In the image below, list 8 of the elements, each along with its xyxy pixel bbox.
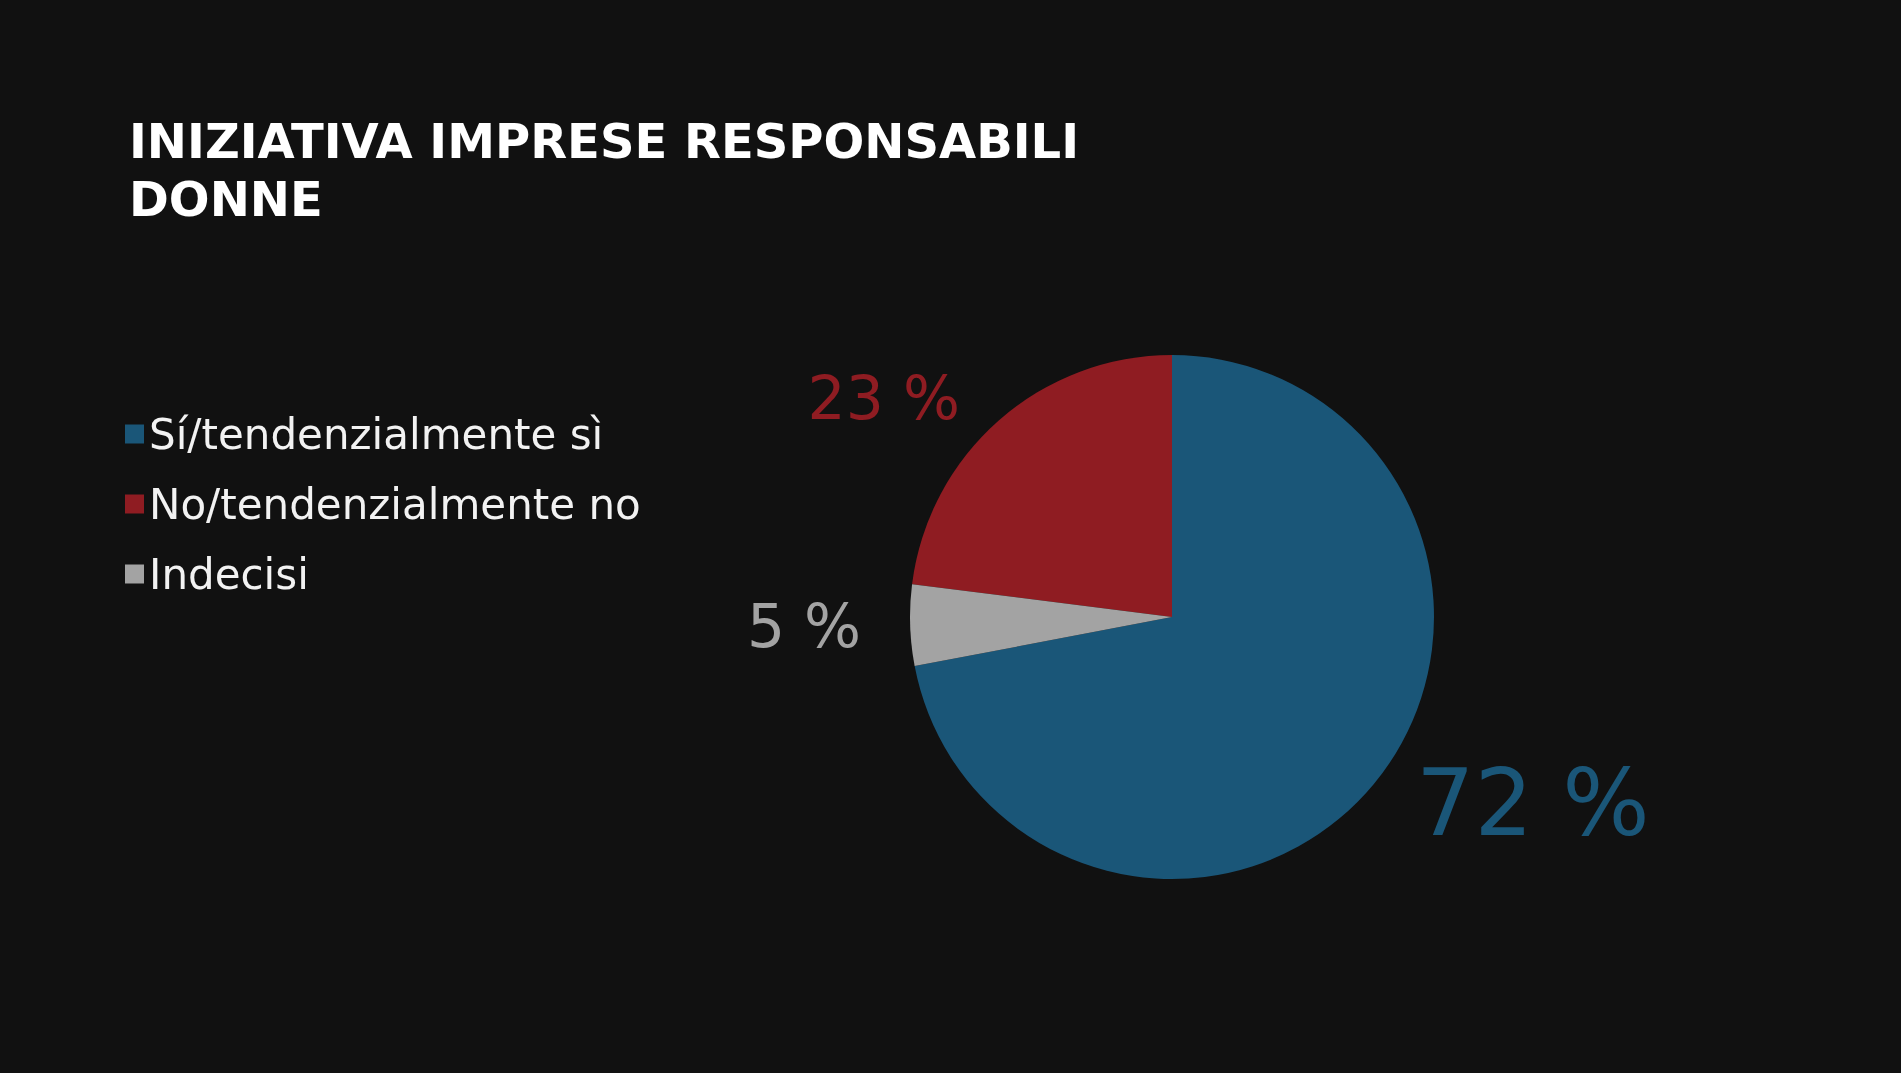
- chart-subtitle: DONNE: [129, 171, 323, 227]
- chart-title: INIZIATIVA IMPRESE RESPONSABILI: [129, 113, 1080, 169]
- data-label: 5 %: [746, 591, 862, 662]
- data-label: 23 %: [807, 362, 960, 433]
- legend-label: Indecisi: [149, 549, 309, 599]
- legend-label: No/tendenzialmente no: [149, 479, 641, 529]
- data-label: 72 %: [1415, 749, 1650, 857]
- legend-label: Sí/tendenzialmente sì: [149, 409, 604, 459]
